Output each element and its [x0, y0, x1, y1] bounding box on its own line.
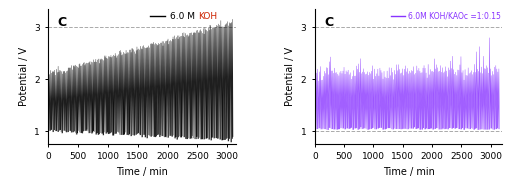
Legend: 6.0M KOH/KAOc =1:0.15: 6.0M KOH/KAOc =1:0.15 — [391, 11, 499, 20]
Y-axis label: Potential / V: Potential / V — [285, 47, 295, 106]
X-axis label: Time / min: Time / min — [116, 167, 168, 177]
Legend:  — [149, 12, 166, 21]
X-axis label: Time / min: Time / min — [382, 167, 434, 177]
Text: 6.0 M: 6.0 M — [170, 12, 198, 21]
Text: C: C — [324, 16, 333, 29]
Y-axis label: Potential / V: Potential / V — [19, 47, 29, 106]
Text: C: C — [58, 16, 67, 29]
Text: KOH: KOH — [198, 12, 217, 21]
